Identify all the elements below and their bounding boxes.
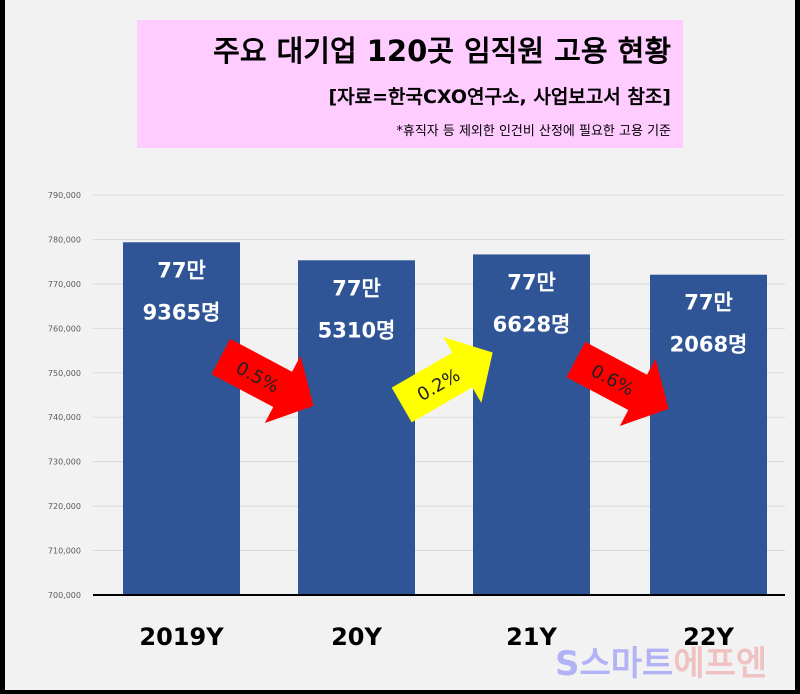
watermark-logo: S스마트에프엔 (555, 644, 768, 684)
arrow-shape (566, 341, 669, 426)
bar-20Y (298, 260, 415, 595)
y-tick-label: 750,000 (48, 369, 81, 378)
bar-21Y (473, 254, 590, 596)
data-label: 9365명 (143, 300, 221, 324)
chart-title: 주요 대기업 120곳 임직원 고용 현황 (213, 34, 671, 68)
y-tick-label: 790,000 (48, 191, 81, 200)
y-tick-label: 770,000 (48, 280, 81, 289)
y-tick-label: 740,000 (48, 413, 81, 422)
bar-2019Y (123, 242, 240, 595)
chart-source: [자료=한국CXO연구소, 사업보고서 참조] (328, 86, 671, 108)
change-arrow-down: 0.6% (566, 341, 669, 426)
data-label: 77만 (157, 258, 206, 282)
data-label: 77만 (684, 291, 733, 315)
x-tick-label: 2019Y (139, 623, 224, 651)
arrow-shape (391, 337, 493, 423)
y-tick-label: 780,000 (48, 235, 81, 244)
y-tick-label: 700,000 (48, 591, 81, 600)
bar-22Y (650, 274, 767, 595)
chart-note: *휴직자 등 제외한 인건비 산정에 필요한 고용 기준 (396, 124, 671, 139)
x-tick-label: 22Y (683, 623, 734, 651)
y-tick-label: 710,000 (48, 547, 81, 556)
data-label: 6628명 (493, 312, 571, 336)
data-label: 77만 (332, 276, 381, 300)
data-label: 77만 (507, 270, 556, 294)
x-tick-label: 21Y (506, 623, 557, 651)
data-label: 2068명 (670, 333, 748, 357)
title-box: 주요 대기업 120곳 임직원 고용 현황 [자료=한국CXO연구소, 사업보고… (137, 20, 683, 148)
y-tick-label: 760,000 (48, 324, 81, 333)
y-tick-label: 730,000 (48, 458, 81, 467)
data-label: 5310명 (318, 318, 396, 342)
arrow-shape (211, 338, 314, 423)
y-tick-label: 720,000 (48, 502, 81, 511)
x-tick-label: 20Y (331, 623, 382, 651)
